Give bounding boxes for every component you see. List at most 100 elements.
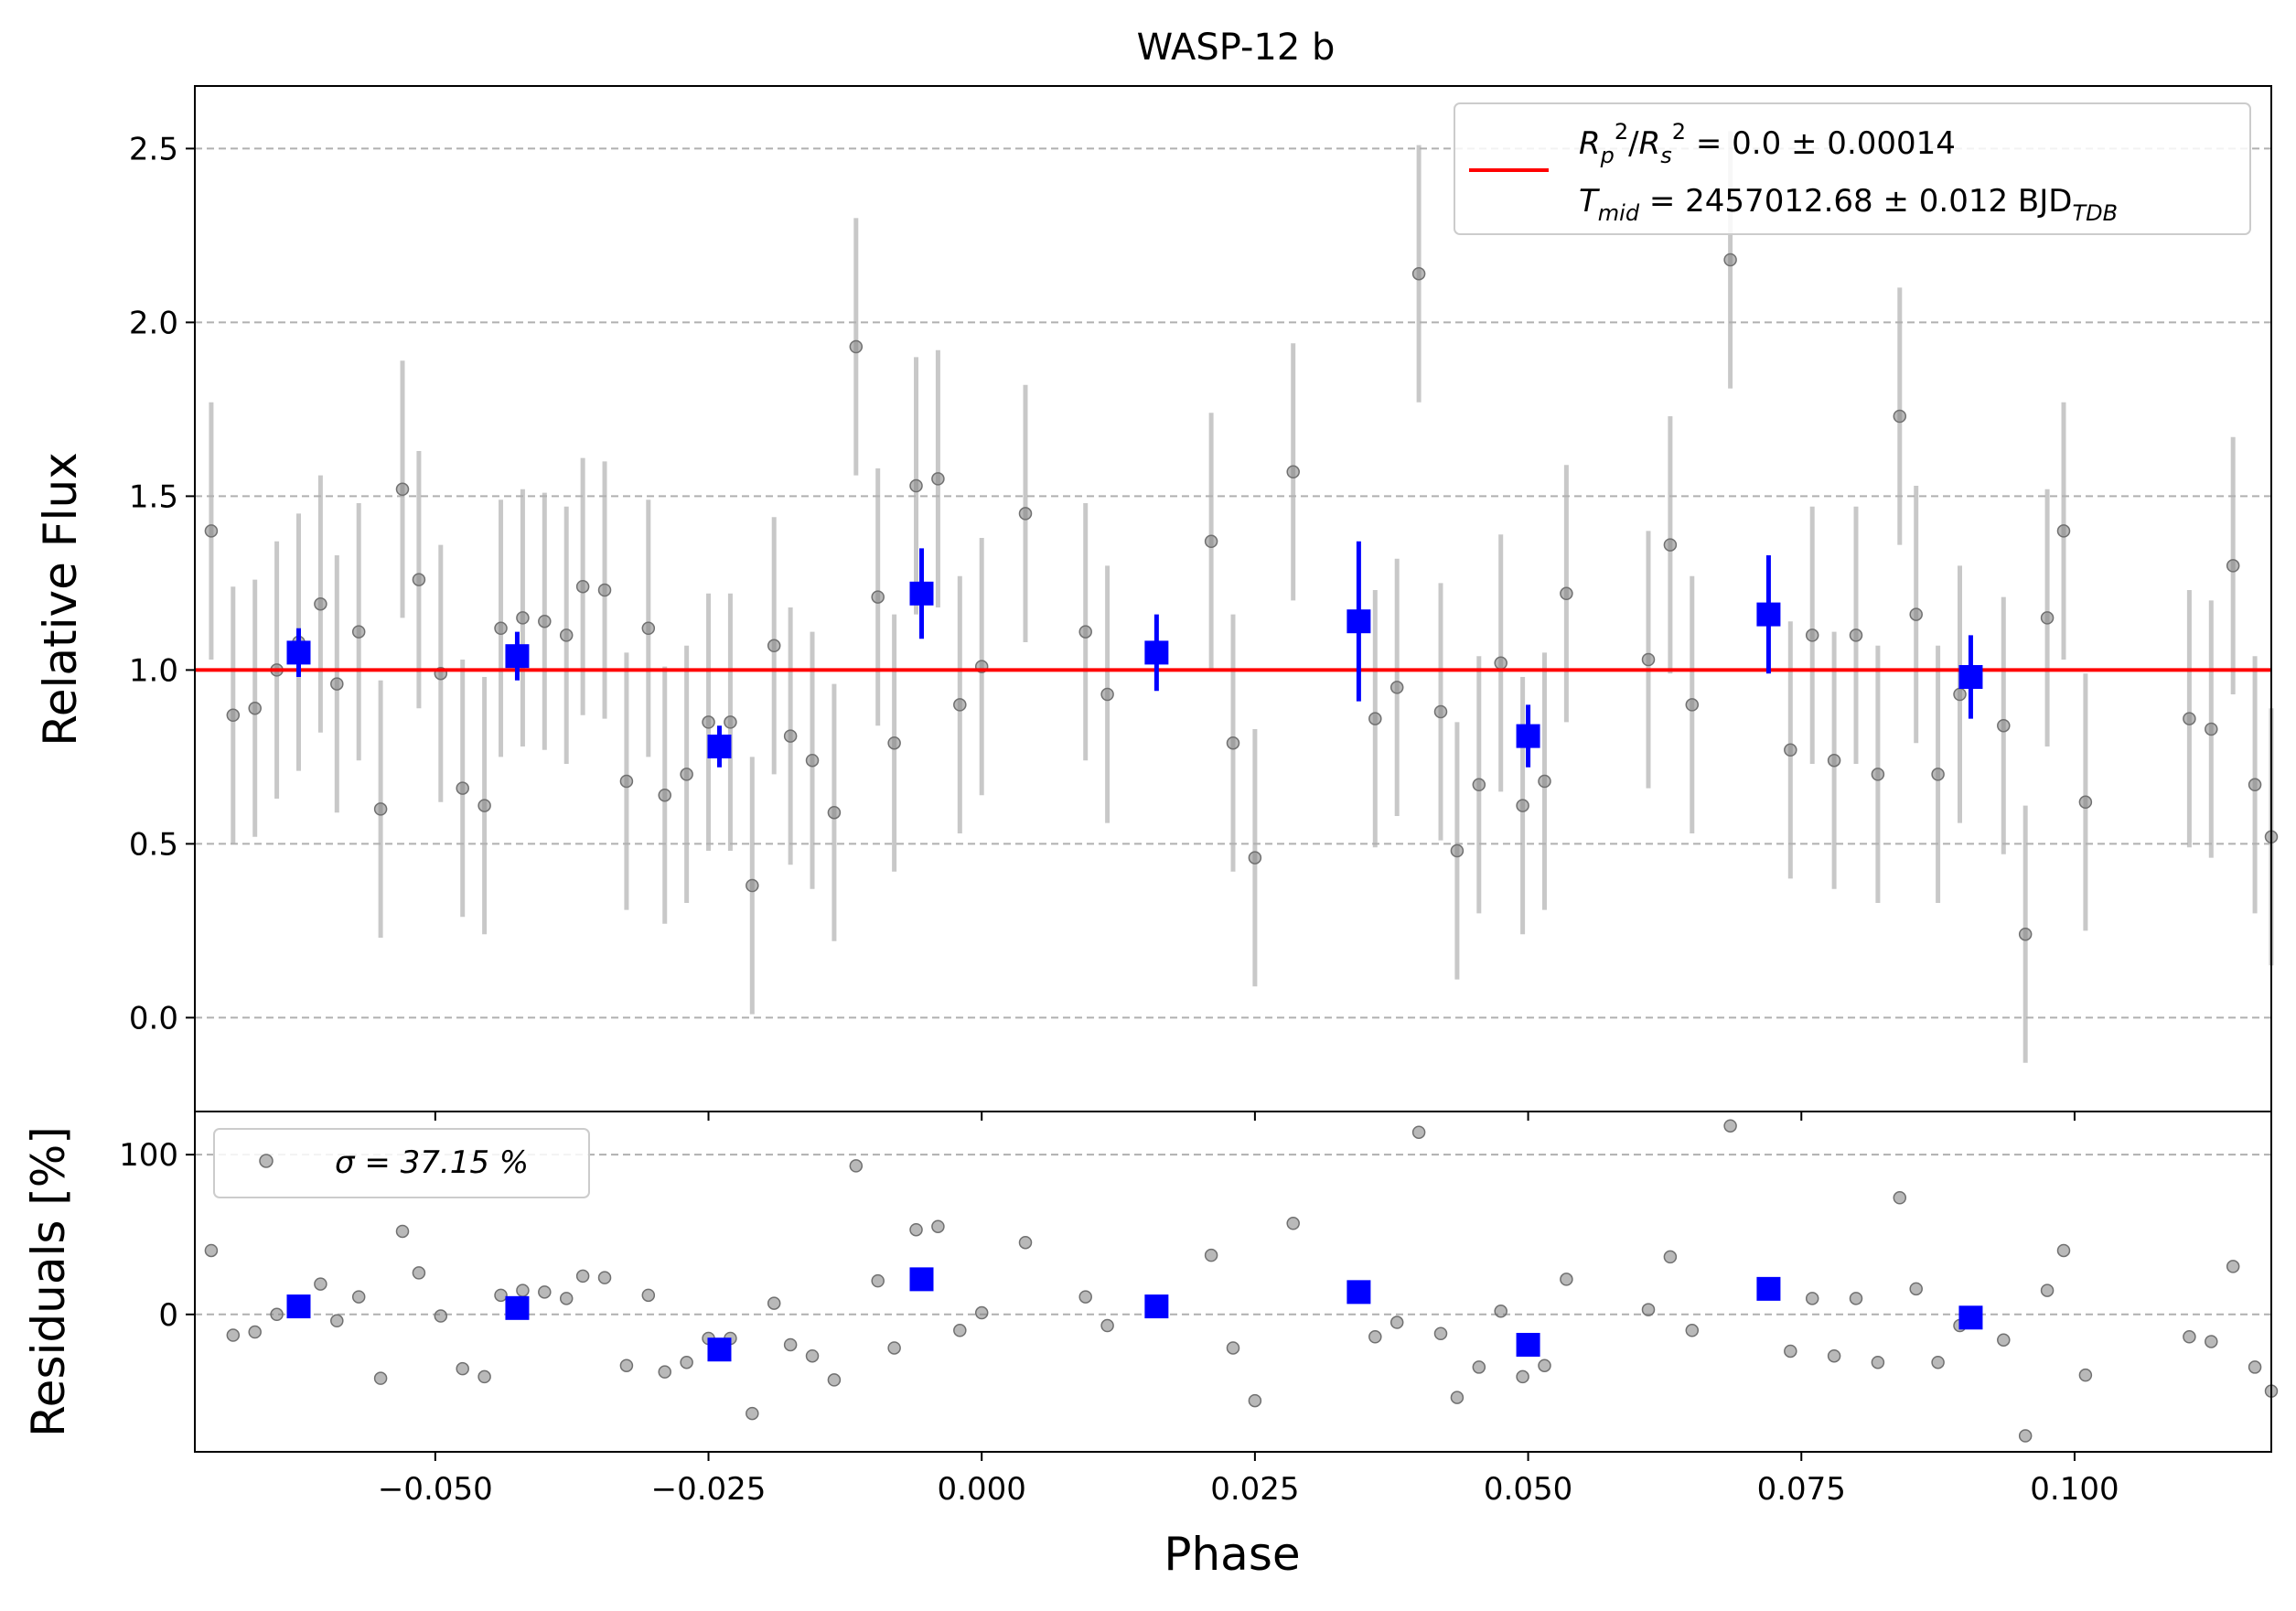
residual-point	[1516, 1369, 1529, 1384]
raw-point	[412, 573, 426, 586]
raw-point	[597, 583, 612, 597]
raw-point	[909, 478, 923, 493]
binned-residual-point	[1958, 1305, 1983, 1330]
raw-point	[641, 621, 656, 636]
raw-point	[805, 753, 820, 768]
x-tick-label: 0.025	[1210, 1471, 1299, 1508]
raw-point	[2183, 712, 2196, 725]
raw-point	[2078, 795, 2093, 810]
binned-residual-point	[1516, 1332, 1540, 1357]
raw-point	[538, 614, 552, 628]
legend-tmid-text: Tmid = 2457012.68 ± 0.012 BJDTDB	[1579, 183, 2118, 226]
residuals-legend-box	[213, 1128, 590, 1198]
residual-point	[2018, 1429, 2033, 1443]
binned-residual-point	[909, 1267, 934, 1292]
residual-point	[270, 1307, 284, 1322]
residual-point	[849, 1159, 864, 1173]
residual-point	[1893, 1191, 1907, 1205]
raw-point	[1871, 768, 1885, 781]
flux-x-ticks	[434, 1112, 2076, 1121]
binned-residual-point	[286, 1294, 311, 1319]
chart-title: WASP-12 b	[1137, 27, 1336, 69]
residual-point	[871, 1273, 885, 1288]
residual-point	[412, 1266, 426, 1280]
residual-point	[373, 1371, 388, 1385]
binned-residual-point	[1346, 1280, 1371, 1305]
x-tick-label: −0.050	[378, 1471, 493, 1508]
residual-point	[1078, 1290, 1092, 1304]
residual-point	[1226, 1341, 1240, 1355]
raw-point	[1538, 774, 1551, 789]
raw-point	[314, 596, 327, 611]
raw-point	[2248, 778, 2262, 792]
residual-point	[314, 1277, 327, 1291]
residual-point	[516, 1283, 530, 1297]
residuals-y-axis-label: Residuals [%]	[22, 1126, 75, 1437]
raw-point	[1389, 681, 1404, 694]
binned-residual-point	[1144, 1294, 1169, 1319]
residual-point	[1411, 1125, 1426, 1139]
binned-point	[1144, 640, 1169, 665]
binned-residual-point	[707, 1337, 732, 1362]
flux-y-tick-label: 2.0	[129, 305, 178, 341]
flux-y-ticks: 0.0 0.5 1.0 1.5 2.0 2.5	[129, 131, 195, 1036]
residual-point	[2183, 1330, 2196, 1344]
residuals-x-ticks: −0.050 −0.025 0.000 0.025 0.050 0.075 0.100	[378, 1452, 2119, 1508]
raw-point	[1286, 465, 1300, 479]
x-tick-label: 0.075	[1757, 1471, 1846, 1508]
residuals-y-tick-label: 100	[119, 1137, 178, 1174]
residual-point	[1931, 1355, 1945, 1369]
raw-point	[619, 774, 634, 789]
binned-residual-point	[1756, 1276, 1781, 1301]
raw-point	[1641, 652, 1656, 667]
residual-point	[538, 1285, 552, 1299]
residual-point	[1248, 1393, 1262, 1408]
residual-point	[1784, 1344, 1797, 1359]
residual-point	[767, 1296, 781, 1310]
residual-point	[1018, 1235, 1033, 1250]
binned-point	[1756, 602, 1781, 627]
raw-point	[1909, 607, 1923, 621]
residual-point	[1472, 1360, 1486, 1374]
raw-point	[226, 708, 241, 723]
residual-point	[1204, 1248, 1218, 1262]
x-tick-label: 0.100	[2030, 1471, 2119, 1508]
residual-point	[477, 1369, 491, 1384]
binned-point	[707, 735, 732, 758]
residual-point	[887, 1341, 901, 1355]
residual-point	[619, 1359, 634, 1372]
residual-point	[1389, 1316, 1404, 1329]
flux-y-tick-label: 0.5	[129, 826, 178, 863]
raw-point	[1411, 266, 1426, 281]
residual-point	[1100, 1318, 1114, 1333]
flux-legend: Rp2/Rs2 = 0.0 ± 0.00014 Tmid = 2457012.6…	[1454, 102, 2251, 235]
raw-point	[204, 524, 219, 538]
residual-point	[395, 1224, 410, 1239]
residual-point	[2226, 1260, 2240, 1273]
raw-point	[658, 788, 671, 802]
raw-point	[575, 579, 590, 594]
residual-point	[953, 1324, 967, 1337]
residual-point	[1368, 1330, 1382, 1344]
binned-point	[505, 644, 530, 669]
residuals-panel-frame	[194, 1111, 2272, 1453]
raw-point	[1450, 843, 1465, 858]
residual-point	[1560, 1273, 1573, 1286]
residual-point	[974, 1305, 989, 1320]
binned-point	[1346, 609, 1371, 634]
residual-point	[1909, 1282, 1923, 1296]
raw-point	[1723, 252, 1737, 267]
raw-point	[2018, 927, 2033, 941]
residual-point	[1494, 1305, 1507, 1318]
raw-point	[1663, 538, 1678, 552]
binned-point	[286, 640, 311, 665]
raw-point	[2205, 722, 2218, 736]
residual-point	[226, 1328, 241, 1342]
residual-point	[456, 1361, 469, 1376]
residuals-panel: 0 100 −0.050 −0.025 0.000 0.025 0.050 0.075 0.1…	[22, 1111, 2279, 1508]
raw-point	[351, 625, 366, 639]
residual-point	[1663, 1250, 1678, 1264]
x-tick-label: −0.025	[651, 1471, 767, 1508]
raw-point	[1516, 799, 1529, 812]
raw-point	[1368, 712, 1382, 725]
